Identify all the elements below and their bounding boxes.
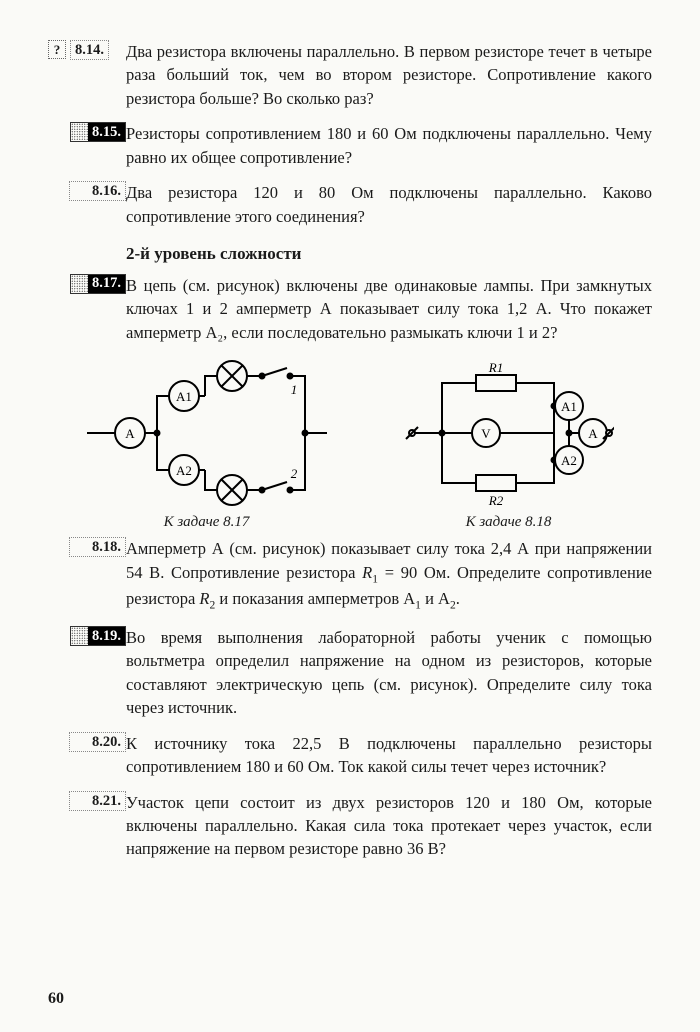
problem-text: Во время выполнения лабораторной работы …: [126, 626, 652, 720]
problem-8-17: 8.17. В цепь (см. рисунок) включены две …: [48, 274, 652, 344]
problem-number-col: 8.20.: [48, 732, 126, 779]
question-mark-box: ?: [48, 40, 66, 59]
circuit-817-svg: A A1 A2 1 2: [87, 358, 327, 508]
problem-number: 8.21.: [69, 791, 126, 811]
problem-number-col: 8.15.: [48, 122, 126, 169]
label-A2: A2: [561, 453, 577, 468]
problem-text: Амперметр А (см. рисунок) показывает сил…: [126, 537, 652, 614]
problem-8-15: 8.15. Резисторы сопротивлением 180 и 60 …: [48, 122, 652, 169]
problem-number: 8.14.: [70, 40, 109, 60]
label-R1: R1: [487, 360, 502, 375]
problem-number-col: 8.21.: [48, 791, 126, 861]
problem-number-highlighted: 8.15.: [70, 122, 126, 142]
problem-8-16: 8.16. Два резистора 120 и 80 Ом подключе…: [48, 181, 652, 228]
figure-8-17: A A1 A2 1 2 К задаче 8.17: [87, 358, 327, 531]
textbook-page: ? 8.14. Два резистора включены параллель…: [0, 0, 700, 1032]
problem-number-col: 8.16.: [48, 181, 126, 228]
problem-8-18: 8.18. Амперметр А (см. рисунок) показыва…: [48, 537, 652, 614]
label-V: V: [481, 426, 491, 441]
problem-text: В цепь (см. рисунок) включены две одинак…: [126, 274, 652, 344]
figure-caption: К задаче 8.17: [87, 514, 327, 531]
label-A: A: [125, 426, 135, 441]
problem-text: Два резистора включены параллельно. В пе…: [126, 40, 652, 110]
problem-number: 8.16.: [69, 181, 126, 201]
page-number: 60: [48, 990, 64, 1008]
problem-number: 8.18.: [69, 537, 126, 557]
label-switch-1: 1: [290, 382, 297, 397]
figure-caption: К задаче 8.18: [404, 514, 614, 531]
label-switch-2: 2: [290, 466, 297, 481]
circuit-818-svg: R1 R2 V A1 A2 A: [404, 358, 614, 508]
problem-8-19: 8.19. Во время выполнения лабораторной р…: [48, 626, 652, 720]
label-A2: A2: [176, 463, 192, 478]
problem-number-col: 8.17.: [48, 274, 126, 344]
problem-8-14: ? 8.14. Два резистора включены параллель…: [48, 40, 652, 110]
problem-text: Два резистора 120 и 80 Ом подключены пар…: [126, 181, 652, 228]
problem-number-col: ? 8.14.: [48, 40, 126, 110]
problem-8-21: 8.21. Участок цепи состоит из двух резис…: [48, 791, 652, 861]
section-title: 2-й уровень сложности: [126, 244, 652, 264]
label-A1: A1: [176, 389, 192, 404]
problem-text: Резисторы сопротивлением 180 и 60 Ом под…: [126, 122, 652, 169]
problem-number-highlighted: 8.19.: [70, 626, 126, 646]
problem-number: 8.20.: [69, 732, 126, 752]
label-A1: A1: [561, 399, 577, 414]
problem-number-col: 8.18.: [48, 537, 126, 614]
problem-number-col: 8.19.: [48, 626, 126, 720]
label-R2: R2: [487, 493, 503, 508]
figure-8-18: R1 R2 V A1 A2 A К задаче 8.18: [404, 358, 614, 531]
problem-8-20: 8.20. К источнику тока 22,5 В подключены…: [48, 732, 652, 779]
problem-number-highlighted: 8.17.: [70, 274, 126, 294]
problem-text: К источнику тока 22,5 В подключены парал…: [126, 732, 652, 779]
problem-text: Участок цепи состоит из двух резисторов …: [126, 791, 652, 861]
figures-row: A A1 A2 1 2 К задаче 8.17: [48, 358, 652, 531]
label-A: A: [588, 426, 598, 441]
